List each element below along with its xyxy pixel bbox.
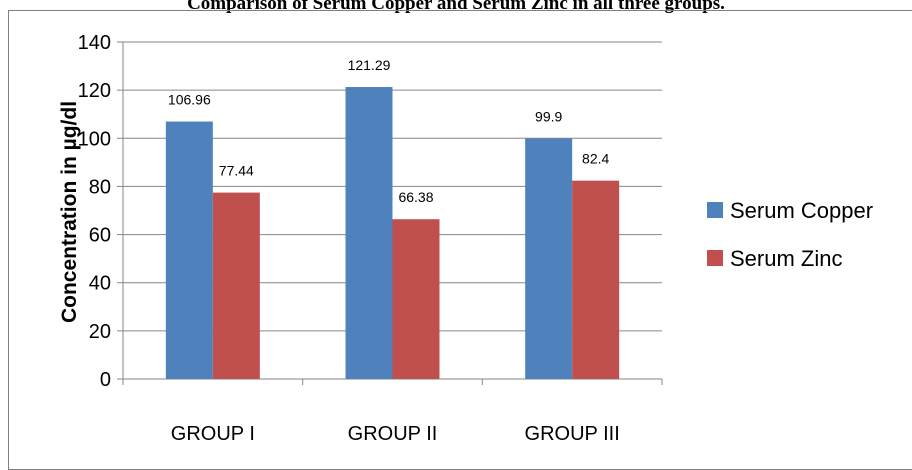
legend-swatch-serum-copper <box>707 202 723 218</box>
data-label-serum-copper: 99.9 <box>535 109 562 125</box>
tick-labels: 0 20 40 60 80 100 120 140 <box>78 32 111 391</box>
y-tick-label: 0 <box>100 369 111 391</box>
legend-label-serum-copper: Serum Copper <box>730 198 873 223</box>
data-label-serum-copper: 106.96 <box>168 92 211 108</box>
data-label-serum-zinc: 66.38 <box>398 189 433 205</box>
data-label-serum-copper: 121.29 <box>348 57 391 73</box>
bar-serum-zinc <box>572 180 620 379</box>
bars <box>165 87 620 380</box>
bar-serum-copper <box>525 138 573 379</box>
data-label-serum-zinc: 77.44 <box>219 163 254 179</box>
category-label: GROUP III <box>525 423 620 445</box>
y-tick-label: 140 <box>78 32 111 54</box>
bar-serum-zinc <box>392 219 440 379</box>
bar-serum-copper <box>345 87 393 379</box>
y-tick-label: 120 <box>78 80 111 102</box>
data-labels: 106.96 77.44 121.29 66.38 99.9 82.4 <box>168 57 610 205</box>
data-label-serum-zinc: 82.4 <box>582 151 609 167</box>
y-tick-label: 100 <box>78 128 111 150</box>
category-label: GROUP II <box>348 423 438 445</box>
y-tick-label: 40 <box>89 273 111 295</box>
legend-swatch-serum-zinc <box>707 250 723 266</box>
bar-serum-copper <box>165 121 213 380</box>
bar-chart: 106.96 77.44 121.29 66.38 99.9 82.4 0 20 40 60 80… <box>58 32 873 445</box>
legend-label-serum-zinc: Serum Zinc <box>730 246 842 271</box>
y-tick-label: 60 <box>89 225 111 247</box>
y-tick-label: 20 <box>89 321 111 343</box>
y-axis-title: Concentration in µg/dl <box>58 101 81 323</box>
category-label: GROUP I <box>171 423 255 445</box>
category-labels: GROUP I GROUP II GROUP III <box>171 423 620 445</box>
legend: Serum Copper Serum Zinc <box>707 198 873 271</box>
y-tick-label: 80 <box>89 176 111 198</box>
bar-serum-zinc <box>212 192 260 379</box>
